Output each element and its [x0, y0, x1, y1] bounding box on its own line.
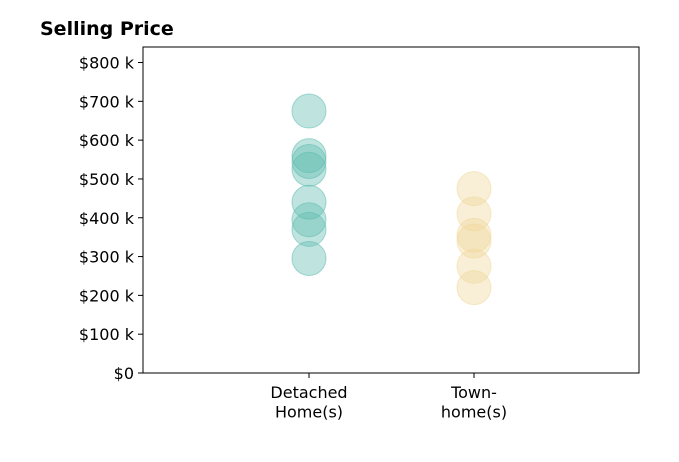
y-tick-label: $300 k: [79, 248, 135, 267]
x-tick-label: Home(s): [275, 403, 343, 422]
x-tick-label: Detached: [270, 383, 347, 402]
y-tick-label: $400 k: [79, 209, 135, 228]
data-point: [291, 93, 327, 129]
data-point: [291, 151, 327, 187]
data-point: [456, 196, 492, 232]
data-point: [456, 223, 492, 259]
data-point: [456, 248, 492, 284]
data-point: [291, 202, 327, 238]
data-point: [291, 241, 327, 277]
data-point: [291, 211, 327, 247]
data-point: [456, 270, 492, 306]
y-tick-label: $800 k: [79, 54, 135, 73]
x-tick-label: Town-: [450, 383, 497, 402]
x-tick-label: home(s): [441, 403, 507, 422]
y-tick-label: $200 k: [79, 286, 135, 305]
data-points: [291, 93, 492, 306]
y-tick-label: $500 k: [79, 170, 135, 189]
y-tick-label: $700 k: [79, 92, 135, 111]
chart-title: Selling Price: [40, 18, 174, 40]
y-axis: $0 $100 k $200 k $300 k $400 k $500 k $600 k $7…: [79, 54, 143, 383]
y-tick-label: $0: [114, 364, 134, 383]
y-tick-label: $600 k: [79, 131, 135, 150]
plot-frame: [142, 46, 640, 374]
y-tick-label: $100 k: [79, 325, 135, 344]
data-point: [291, 143, 327, 179]
data-point: [456, 171, 492, 207]
